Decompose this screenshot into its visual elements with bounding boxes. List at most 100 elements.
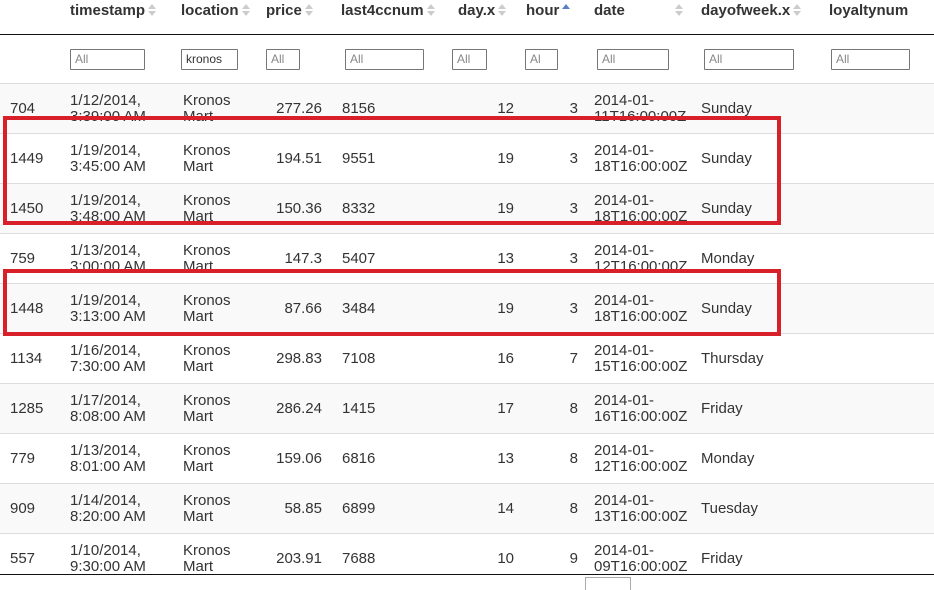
cell-dayx: 14	[452, 483, 525, 534]
cell-text: 19	[497, 299, 514, 317]
cell-price: 194.51	[264, 133, 331, 184]
cell-date: 2014-01- 16T16:00:00Z	[586, 383, 694, 434]
cell-text: Kronos	[183, 241, 231, 259]
filter-last4ccnum-input[interactable]	[345, 48, 424, 70]
table-row[interactable]: 557 1/10/2014, 9:30:00 AM Kronos Mart 203.91 7…	[0, 533, 934, 583]
cell-dayx: 19	[452, 183, 525, 234]
filter-hour-input[interactable]	[525, 48, 558, 70]
table-row[interactable]: 909 1/14/2014, 8:20:00 AM Kronos Mart 58.85 68…	[0, 483, 934, 534]
cell-hour: 3	[525, 233, 586, 284]
cell-text: 13	[497, 249, 514, 267]
filter-loyaltynum-input[interactable]	[831, 48, 910, 70]
filter-price-input[interactable]	[266, 48, 300, 70]
col-header-loyaltynum[interactable]: loyaltynum	[820, 0, 934, 35]
table-row[interactable]: 759 1/13/2014, 3:00:00 AM Kronos Mart 147.3 54…	[0, 233, 934, 284]
header-label: last4ccnum	[341, 2, 424, 19]
cell-text: 3	[569, 149, 578, 167]
filter-cell	[331, 35, 452, 84]
cell-text: 3	[569, 249, 578, 267]
col-header-dayx[interactable]: day.x	[452, 0, 525, 35]
table-row[interactable]: 704 1/12/2014, 3:39:00 AM Kronos Mart 277.26 8…	[0, 83, 934, 134]
header-row: timestamp location price last4ccnum day.…	[0, 0, 934, 35]
cell-text: 704	[10, 99, 36, 117]
filter-timestamp-input[interactable]	[70, 48, 145, 70]
cell-text: 9	[569, 549, 578, 567]
col-header-dayofweek[interactable]: dayofweek.x	[694, 0, 820, 35]
cell-last4ccnum: 3484	[331, 283, 452, 334]
cell-text: 13	[497, 449, 514, 467]
filter-cell	[694, 35, 820, 84]
col-header-hour[interactable]: hour	[525, 0, 586, 35]
cell-price: 298.83	[264, 333, 331, 384]
sort-icon	[426, 3, 435, 17]
cell-location: Kronos Mart	[171, 533, 264, 583]
filter-dayofweek-input[interactable]	[704, 48, 794, 70]
cell-text: 1450	[10, 199, 44, 217]
cell-hour: 8	[525, 433, 586, 484]
cell-last4ccnum: 7688	[331, 533, 452, 583]
filter-date-input[interactable]	[597, 48, 669, 70]
cell-text: Thursday	[701, 349, 764, 367]
table-row[interactable]: 1449 1/19/2014, 3:45:00 AM Kronos Mart 194.51…	[0, 133, 934, 184]
cell-hour: 3	[525, 283, 586, 334]
cell-hour: 9	[525, 533, 586, 583]
table-row[interactable]: 1448 1/19/2014, 3:13:00 AM Kronos Mart 87.66 3…	[0, 283, 934, 334]
col-header-price[interactable]: price	[264, 0, 331, 35]
cell-text: 150.36	[276, 199, 322, 217]
cell-loyaltynum	[820, 533, 934, 583]
cell-text: 15T16:00:00Z	[594, 357, 688, 375]
cell-text: 09T16:00:00Z	[594, 557, 688, 575]
cell-text: 1/13/2014,	[70, 441, 141, 459]
cell-text: 12T16:00:00Z	[594, 257, 688, 275]
header-label: dayofweek.x	[701, 2, 791, 19]
cell-text: Mart	[183, 457, 213, 475]
table-row[interactable]: 1285 1/17/2014, 8:08:00 AM Kronos Mart 286.24…	[0, 383, 934, 434]
cell-text: 2014-01-	[594, 141, 655, 159]
cell-text: 8:01:00 AM	[70, 457, 146, 475]
col-header-date[interactable]: date	[586, 0, 694, 35]
cell-last4ccnum: 8332	[331, 183, 452, 234]
cell-loyaltynum	[820, 183, 934, 234]
cell-text: 1285	[10, 399, 44, 417]
cell-text: Monday	[701, 249, 755, 267]
cell-price: 87.66	[264, 283, 331, 334]
cell-location: Kronos Mart	[171, 233, 264, 284]
cell-text: 1/19/2014,	[70, 291, 141, 309]
cell-text: 19	[497, 149, 514, 167]
col-header-last4ccnum[interactable]: last4ccnum	[331, 0, 452, 35]
cell-text: 9:30:00 AM	[70, 557, 146, 575]
sort-icon	[498, 3, 507, 17]
cell-dayx: 16	[452, 333, 525, 384]
cell-dayx: 17	[452, 383, 525, 434]
filter-cell	[264, 35, 331, 84]
cell-text: 9551	[342, 149, 376, 167]
cell-index: 759	[0, 233, 60, 284]
cell-last4ccnum: 6816	[331, 433, 452, 484]
cell-text: 58.85	[284, 499, 322, 517]
col-header-timestamp[interactable]: timestamp	[60, 0, 171, 35]
table-row[interactable]: 1134 1/16/2014, 7:30:00 AM Kronos Mart 298.83…	[0, 333, 934, 384]
cell-text: 759	[10, 249, 36, 267]
table-row[interactable]: 779 1/13/2014, 8:01:00 AM Kronos Mart 159.06 6…	[0, 433, 934, 484]
cell-date: 2014-01- 18T16:00:00Z	[586, 183, 694, 234]
cell-text: 3:48:00 AM	[70, 207, 146, 225]
cell-timestamp: 1/14/2014, 8:20:00 AM	[60, 483, 171, 534]
cell-index: 557	[0, 533, 60, 583]
col-header-location[interactable]: location	[171, 0, 264, 35]
cell-loyaltynum	[820, 433, 934, 484]
cell-last4ccnum: 6899	[331, 483, 452, 534]
cell-text: 18T16:00:00Z	[594, 157, 688, 175]
table-row[interactable]: 1450 1/19/2014, 3:48:00 AM Kronos Mart 150.36…	[0, 183, 934, 234]
cell-dayofweek: Sunday	[694, 133, 820, 184]
cell-timestamp: 1/19/2014, 3:48:00 AM	[60, 183, 171, 234]
cell-text: 277.26	[276, 99, 322, 117]
filter-dayx-input[interactable]	[452, 48, 487, 70]
pagination-button[interactable]	[585, 577, 631, 590]
cell-text: 1/19/2014,	[70, 191, 141, 209]
header-label: hour	[526, 2, 560, 19]
cell-text: 909	[10, 499, 36, 517]
filter-location-input[interactable]	[181, 48, 238, 70]
cell-hour: 8	[525, 483, 586, 534]
cell-last4ccnum: 1415	[331, 383, 452, 434]
